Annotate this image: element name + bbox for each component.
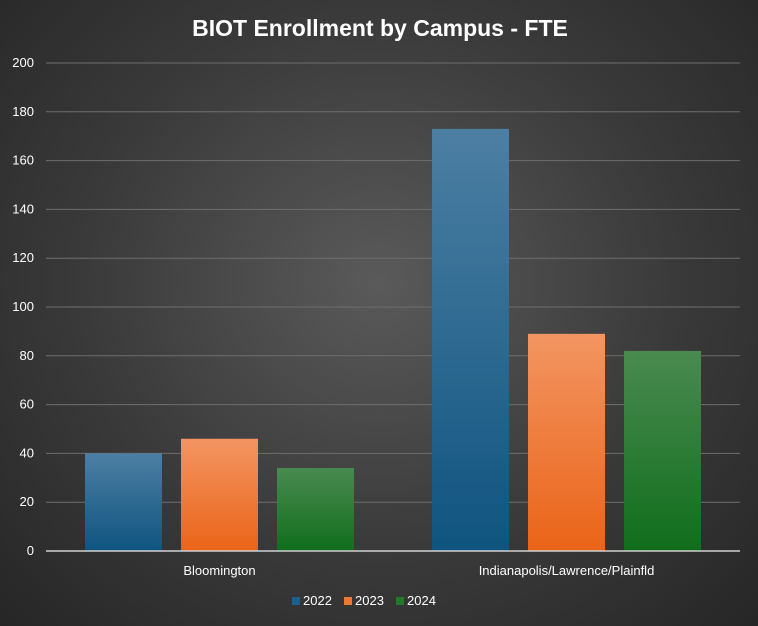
y-axis-ticks: 0 20 40 60 80 100 120 140 160 180 200 (12, 55, 34, 558)
legend-label-2024: 2024 (407, 593, 436, 608)
y-tick-label: 120 (12, 250, 34, 265)
legend-label-2022: 2022 (303, 593, 332, 608)
category-label: Indianapolis/Lawrence/Plainfld (479, 563, 655, 578)
y-tick-label: 100 (12, 299, 34, 314)
legend-swatch-2024 (396, 597, 404, 605)
category-label: Bloomington (183, 563, 255, 578)
bars (85, 128, 701, 551)
y-tick-label: 0 (27, 543, 34, 558)
legend-swatch-2023 (344, 597, 352, 605)
chart-title: BIOT Enrollment by Campus - FTE (192, 15, 568, 41)
y-tick-label: 180 (12, 104, 34, 119)
y-tick-label: 200 (12, 55, 34, 70)
y-tick-label: 140 (12, 201, 34, 216)
y-tick-label: 60 (20, 397, 34, 412)
legend-swatch-2022 (292, 597, 300, 605)
bar-2023-bloomington (181, 438, 258, 551)
y-tick-label: 160 (12, 153, 34, 168)
bar-2022-bloomington (85, 453, 162, 551)
legend-label-2023: 2023 (355, 593, 384, 608)
bar-2023-indianapolis (528, 333, 605, 551)
bar-2024-bloomington (277, 468, 354, 551)
y-tick-label: 40 (20, 445, 34, 460)
legend: 2022 2023 2024 (292, 593, 436, 608)
category-labels: Bloomington Indianapolis/Lawrence/Plainfl… (183, 563, 654, 578)
bar-2022-indianapolis (432, 128, 509, 551)
bar-2024-indianapolis (624, 350, 701, 551)
y-tick-label: 20 (20, 494, 34, 509)
y-tick-label: 80 (20, 348, 34, 363)
